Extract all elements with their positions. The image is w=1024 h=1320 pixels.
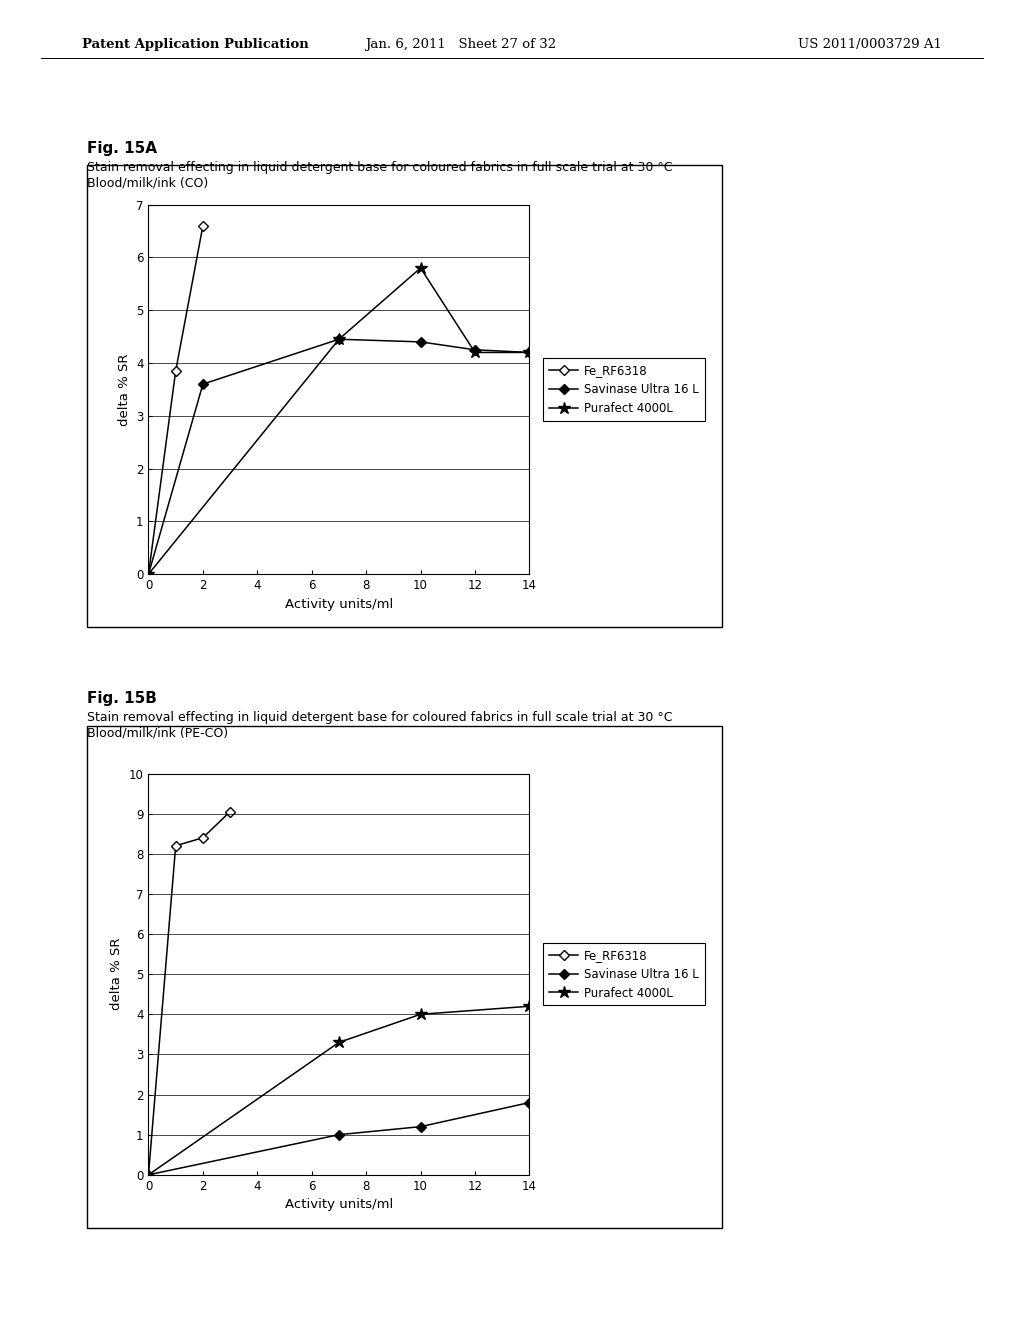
Y-axis label: delta % SR: delta % SR — [111, 939, 123, 1010]
Fe_RF6318 — [142, 566, 155, 582]
Line: Savinase Ultra 16 L: Savinase Ultra 16 L — [145, 1100, 532, 1179]
Y-axis label: delta % SR: delta % SR — [118, 354, 131, 425]
Fe_RF6318 — [197, 218, 209, 234]
Purafect 4000L — [333, 1035, 345, 1051]
Savinase Ultra 16 L — [197, 376, 209, 392]
Text: Fig. 15A: Fig. 15A — [87, 141, 157, 156]
Text: Fig. 15B: Fig. 15B — [87, 692, 157, 706]
Legend: Fe_RF6318, Savinase Ultra 16 L, Purafect 4000L: Fe_RF6318, Savinase Ultra 16 L, Purafect… — [543, 942, 705, 1006]
Purafect 4000L — [523, 345, 536, 360]
Line: Fe_RF6318: Fe_RF6318 — [145, 808, 233, 1179]
Purafect 4000L — [415, 260, 427, 276]
Purafect 4000L — [142, 566, 155, 582]
X-axis label: Activity units/ml: Activity units/ml — [285, 598, 393, 611]
Savinase Ultra 16 L — [415, 334, 427, 350]
Savinase Ultra 16 L — [523, 1094, 536, 1110]
Line: Purafect 4000L: Purafect 4000L — [142, 1001, 536, 1181]
Fe_RF6318 — [170, 363, 182, 379]
Line: Purafect 4000L: Purafect 4000L — [142, 261, 536, 581]
Fe_RF6318 — [142, 1167, 155, 1183]
Legend: Fe_RF6318, Savinase Ultra 16 L, Purafect 4000L: Fe_RF6318, Savinase Ultra 16 L, Purafect… — [543, 358, 705, 421]
Text: Patent Application Publication: Patent Application Publication — [82, 38, 308, 51]
Fe_RF6318 — [224, 804, 237, 820]
Savinase Ultra 16 L — [142, 1167, 155, 1183]
Savinase Ultra 16 L — [523, 345, 536, 360]
Purafect 4000L — [469, 345, 481, 360]
Purafect 4000L — [333, 331, 345, 347]
Text: Stain removal effecting in liquid detergent base for coloured fabrics in full sc: Stain removal effecting in liquid deterg… — [87, 161, 673, 189]
Savinase Ultra 16 L — [142, 566, 155, 582]
Fe_RF6318 — [170, 838, 182, 854]
Text: Stain removal effecting in liquid detergent base for coloured fabrics in full sc: Stain removal effecting in liquid deterg… — [87, 711, 673, 739]
Text: Jan. 6, 2011   Sheet 27 of 32: Jan. 6, 2011 Sheet 27 of 32 — [366, 38, 556, 51]
Line: Savinase Ultra 16 L: Savinase Ultra 16 L — [145, 335, 532, 578]
Purafect 4000L — [523, 998, 536, 1014]
Savinase Ultra 16 L — [469, 342, 481, 358]
Purafect 4000L — [415, 1006, 427, 1022]
Savinase Ultra 16 L — [333, 331, 345, 347]
Savinase Ultra 16 L — [333, 1127, 345, 1143]
Savinase Ultra 16 L — [415, 1119, 427, 1135]
Purafect 4000L — [142, 1167, 155, 1183]
Fe_RF6318 — [197, 830, 209, 846]
Text: US 2011/0003729 A1: US 2011/0003729 A1 — [798, 38, 942, 51]
X-axis label: Activity units/ml: Activity units/ml — [285, 1199, 393, 1212]
Line: Fe_RF6318: Fe_RF6318 — [145, 222, 207, 578]
